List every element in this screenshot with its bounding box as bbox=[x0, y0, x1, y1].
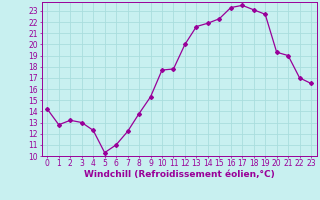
X-axis label: Windchill (Refroidissement éolien,°C): Windchill (Refroidissement éolien,°C) bbox=[84, 170, 275, 179]
